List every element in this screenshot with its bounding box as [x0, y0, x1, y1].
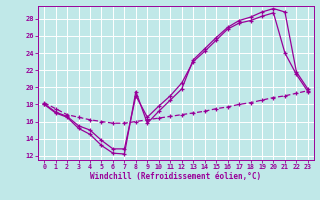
X-axis label: Windchill (Refroidissement éolien,°C): Windchill (Refroidissement éolien,°C)	[91, 172, 261, 181]
